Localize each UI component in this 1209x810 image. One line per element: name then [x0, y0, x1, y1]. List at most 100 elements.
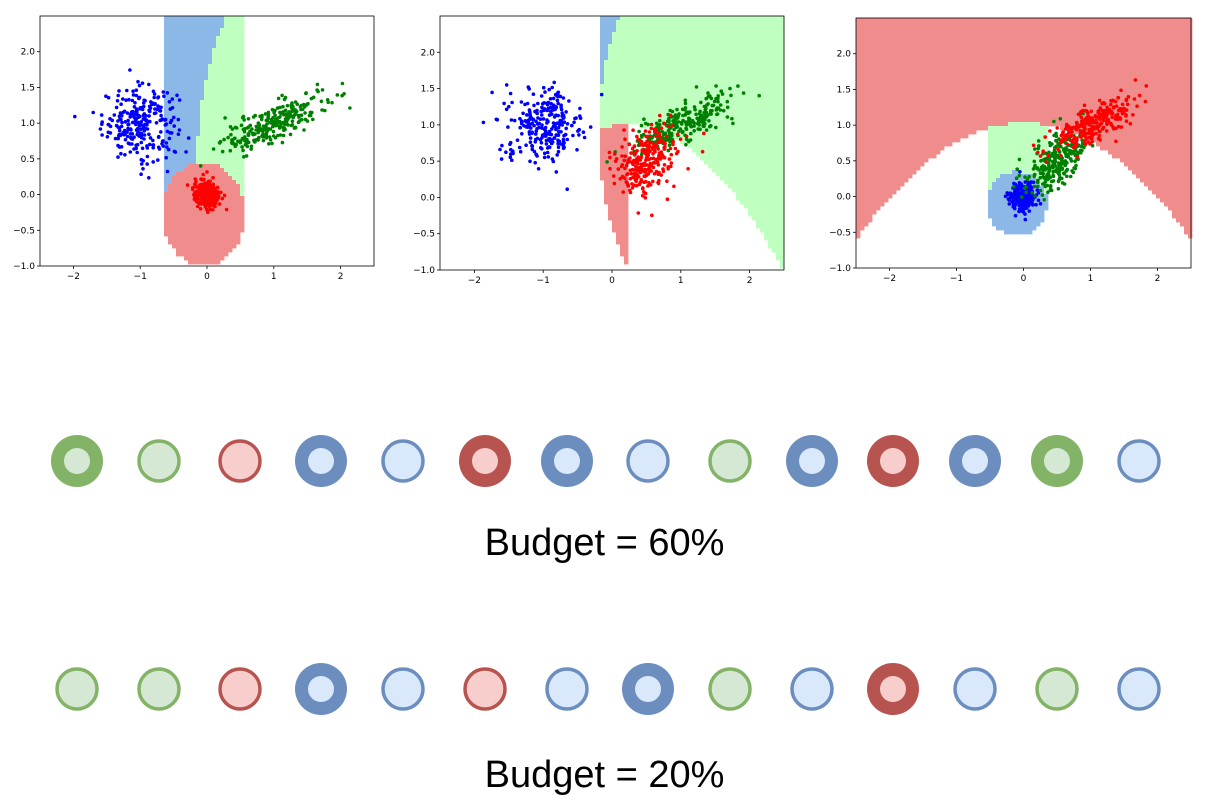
data-point [1082, 103, 1087, 108]
data-point [285, 117, 290, 122]
data-point [704, 128, 709, 132]
data-point [657, 140, 661, 145]
data-point [1066, 133, 1070, 137]
data-point [556, 138, 560, 143]
data-point [1083, 127, 1087, 131]
data-point [502, 101, 506, 106]
data-point [1079, 115, 1083, 120]
data-point [561, 115, 566, 119]
data-point [1012, 184, 1016, 189]
data-point [714, 96, 718, 101]
data-point [1071, 170, 1076, 175]
data-point [118, 133, 123, 138]
data-point [1068, 174, 1073, 179]
data-point [564, 110, 568, 114]
cluster-red [185, 170, 229, 214]
data-point [1124, 119, 1129, 123]
data-point [124, 98, 128, 102]
node-blue-selected [949, 435, 1001, 487]
data-point [140, 146, 145, 151]
data-point [1079, 150, 1083, 155]
data-point [578, 116, 583, 120]
data-point [555, 98, 560, 103]
x-tick-label: −1 [537, 276, 550, 286]
data-point [1003, 194, 1008, 199]
data-point [667, 138, 672, 143]
data-point [251, 115, 256, 119]
data-point [757, 93, 761, 98]
data-point [1083, 142, 1088, 146]
data-point [563, 132, 568, 137]
data-point [172, 124, 176, 128]
data-point [1041, 171, 1045, 176]
data-point [176, 117, 181, 122]
data-point [518, 125, 522, 130]
data-point [667, 157, 672, 161]
data-point [173, 150, 178, 154]
data-point [640, 193, 645, 198]
data-point [1118, 106, 1122, 111]
data-point [1062, 172, 1066, 176]
data-point [647, 166, 652, 171]
data-point [215, 185, 220, 190]
data-point [1042, 198, 1046, 202]
data-point [116, 125, 120, 129]
data-point [576, 129, 580, 133]
cluster-red [607, 113, 706, 218]
data-point [123, 153, 127, 157]
y-tick-label: 0.0 [421, 193, 436, 203]
data-point [560, 123, 564, 127]
data-point [121, 97, 125, 101]
data-point [246, 133, 251, 138]
data-point [1056, 147, 1060, 151]
decision-regions [600, 16, 785, 269]
data-point [219, 190, 223, 195]
data-point [299, 113, 304, 117]
data-point [1043, 180, 1048, 184]
data-point [665, 179, 669, 183]
data-point [504, 150, 508, 154]
data-point [1069, 150, 1073, 154]
data-point [1097, 98, 1102, 103]
data-point [524, 143, 528, 147]
data-point [249, 147, 253, 151]
data-point [658, 113, 662, 118]
data-point [674, 114, 678, 118]
node-red-selected [459, 435, 511, 487]
data-point [1065, 161, 1069, 165]
y-tick-label: 0.5 [837, 157, 851, 167]
data-point [646, 144, 650, 148]
data-point [504, 107, 509, 112]
data-point [507, 104, 511, 109]
data-point [605, 160, 609, 164]
data-point [175, 93, 179, 98]
data-point [199, 202, 203, 206]
data-point [1099, 121, 1104, 125]
data-point [706, 113, 710, 117]
data-point [112, 113, 117, 117]
data-point [224, 207, 229, 212]
x-tick-label: −2 [883, 274, 896, 284]
x-tick-label: −2 [67, 272, 80, 282]
data-point [1040, 193, 1045, 197]
data-point [134, 93, 139, 98]
data-point [559, 130, 563, 134]
data-point [534, 132, 538, 136]
data-point [1082, 145, 1086, 150]
data-point [719, 89, 723, 93]
data-point [1075, 155, 1080, 159]
data-point [670, 109, 675, 114]
data-point [657, 131, 661, 136]
data-point [128, 68, 132, 72]
data-point [540, 102, 545, 106]
data-point [1044, 151, 1048, 156]
data-point [508, 155, 513, 159]
data-point [1133, 78, 1138, 82]
data-point [675, 132, 680, 137]
data-point [160, 142, 164, 146]
data-point [677, 112, 681, 116]
data-point [1113, 99, 1118, 104]
data-point [1052, 148, 1057, 153]
data-point [572, 120, 576, 125]
data-point [644, 173, 649, 178]
